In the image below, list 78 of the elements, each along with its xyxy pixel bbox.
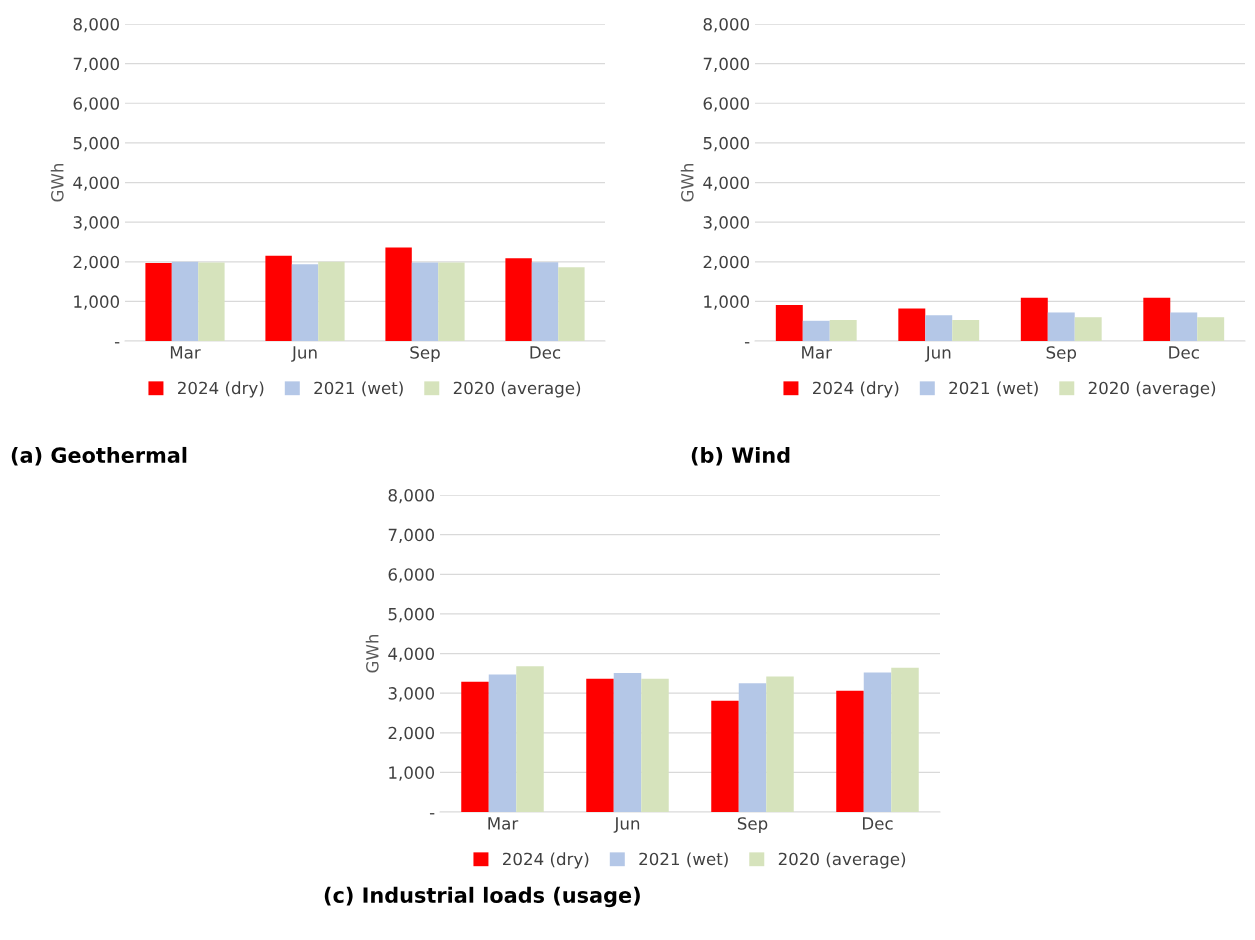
x-tick-label: Sep xyxy=(1046,346,1077,362)
legend-label: 2021 (wet) xyxy=(314,381,403,397)
x-tick-label: Mar xyxy=(802,346,832,359)
bar xyxy=(505,258,532,341)
bar xyxy=(265,255,292,341)
bar xyxy=(531,262,559,341)
y-tick-label: - xyxy=(114,342,120,344)
y-axis-title: GWh xyxy=(365,634,379,673)
x-tick-label: Dec xyxy=(1169,346,1199,359)
y-tick-label: 6,000 xyxy=(703,97,750,112)
text: (a) Geothermal xyxy=(11,446,187,466)
bar xyxy=(438,262,465,341)
legend-label: 2020 (average) xyxy=(1088,381,1216,398)
y-tick-label: 2,000 xyxy=(703,255,750,271)
y-tick-label: 2,000 xyxy=(73,255,120,271)
bar xyxy=(145,262,172,341)
y-tick-label: 5,000 xyxy=(388,607,435,623)
bar xyxy=(613,672,642,812)
legend-label: 2024 (dry) xyxy=(813,381,899,398)
y-tick-label: - xyxy=(744,342,750,344)
text: (c) Industrial loads (usage) xyxy=(324,886,640,908)
bar xyxy=(516,666,544,812)
y-tick-label: 8,000 xyxy=(73,17,120,33)
x-tick-label: Sep xyxy=(737,817,768,833)
x-tick-label: Jun xyxy=(924,346,951,362)
legend-label: 2021 (wet) xyxy=(949,381,1038,397)
y-axis-title: GWh xyxy=(50,163,64,202)
y-tick-label: 7,000 xyxy=(388,528,435,543)
bar xyxy=(586,678,614,812)
bar xyxy=(198,262,225,341)
x-tick-label: Dec xyxy=(863,817,893,830)
x-tick-label: Sep xyxy=(410,346,440,362)
y-tick-label: 8,000 xyxy=(388,488,435,504)
legend-label: 2021 (wet) xyxy=(639,852,728,868)
bar xyxy=(641,678,669,812)
y-axis-title: GWh xyxy=(680,163,694,202)
x-tick-label: Dec xyxy=(530,346,561,359)
y-tick-label: 5,000 xyxy=(703,136,750,152)
y-tick-label: 7,000 xyxy=(703,57,750,72)
y-tick-label: 4,000 xyxy=(388,647,435,662)
bar xyxy=(711,700,739,812)
bar xyxy=(836,690,864,812)
y-tick-label: 2,000 xyxy=(388,726,435,742)
y-tick-label: 4,000 xyxy=(703,176,750,191)
bar xyxy=(461,681,489,812)
bar xyxy=(411,262,439,341)
legend-label: 2024 (dry) xyxy=(503,852,589,869)
bar xyxy=(738,683,767,812)
bar xyxy=(891,667,919,812)
x-tick-label: Mar xyxy=(170,346,201,359)
y-tick-label: 6,000 xyxy=(73,97,120,112)
x-tick-label: Mar xyxy=(488,817,519,830)
y-tick-label: 3,000 xyxy=(703,216,750,231)
bar xyxy=(488,674,517,812)
y-tick-label: 1,000 xyxy=(74,295,120,310)
bar xyxy=(385,247,412,341)
bar xyxy=(558,267,585,341)
y-tick-label: - xyxy=(429,813,435,815)
legend-label: 2024 (dry) xyxy=(178,381,264,398)
y-tick-label: 4,000 xyxy=(73,176,120,191)
y-tick-label: 5,000 xyxy=(73,136,120,152)
y-tick-label: 1,000 xyxy=(704,295,750,310)
x-tick-label: Jun xyxy=(291,346,317,362)
y-tick-label: 1,000 xyxy=(389,766,435,781)
y-tick-label: 7,000 xyxy=(73,57,120,72)
y-tick-label: 3,000 xyxy=(73,216,120,231)
bar xyxy=(291,264,319,341)
legend-label: 2020 (average) xyxy=(778,852,906,869)
bar xyxy=(863,672,892,812)
x-tick-label: Jun xyxy=(613,817,640,833)
y-tick-label: 3,000 xyxy=(388,687,435,702)
legend-label: 2020 (average) xyxy=(453,381,581,398)
y-tick-label: 6,000 xyxy=(388,568,435,583)
bar xyxy=(318,261,345,341)
text: (b) Wind xyxy=(691,446,790,466)
bar xyxy=(766,676,794,812)
bar xyxy=(171,261,199,341)
y-tick-label: 8,000 xyxy=(703,17,750,33)
